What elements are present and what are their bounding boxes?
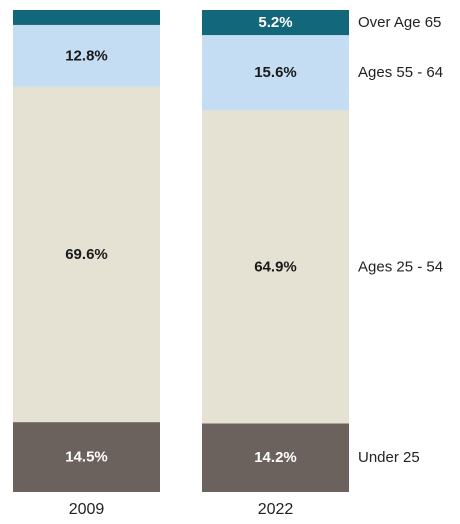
- bar-segment-2009-ages-25-54: [13, 86, 160, 423]
- data-label: 14.5%: [65, 449, 108, 466]
- bar-segment-2022-under-25: [202, 423, 349, 492]
- x-tick-label: 2022: [258, 501, 294, 518]
- legend-label: Ages 55 - 64: [358, 64, 443, 81]
- bar-segment-2022-over-age-65: [202, 10, 349, 36]
- bar-segment-2022-ages-55-64: [202, 35, 349, 111]
- x-tick-label: 2009: [69, 501, 105, 518]
- legend-label: Over Age 65: [358, 14, 441, 31]
- legend-label: Ages 25 - 54: [358, 258, 443, 275]
- data-label: 14.2%: [254, 449, 297, 466]
- data-label: 15.6%: [254, 64, 297, 81]
- legend-label: Under 25: [358, 449, 420, 466]
- bar-segment-2009-ages-55-64: [13, 24, 160, 87]
- data-label: 5.2%: [258, 14, 292, 31]
- bar-segment-2009-under-25: [13, 422, 160, 492]
- data-label: 64.9%: [254, 258, 297, 275]
- bar-segment-2009-over-age-65: [13, 10, 160, 25]
- bar-segment-2022-ages-25-54: [202, 110, 349, 424]
- data-label: 69.6%: [65, 246, 108, 263]
- data-label: 12.8%: [65, 47, 108, 64]
